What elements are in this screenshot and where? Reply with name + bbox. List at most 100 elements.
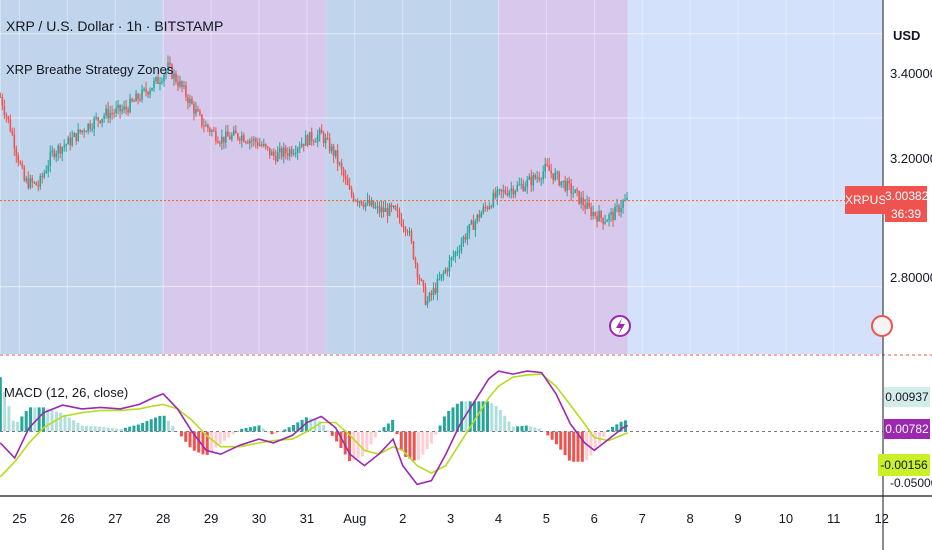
macd-indicator-label[interactable]: MACD (12, 26, close) [4, 385, 129, 400]
candle-body [458, 250, 461, 252]
histogram-bar [451, 407, 455, 432]
candle-body [430, 293, 433, 295]
signal-line-tag: -0.00156 [878, 454, 930, 476]
candle-body [460, 243, 463, 251]
histogram-bar [434, 431, 438, 435]
candle-body [350, 189, 353, 196]
candle-body [85, 131, 87, 133]
candle-body [598, 211, 600, 222]
candle-body [526, 179, 529, 187]
candle-body [320, 129, 323, 134]
histogram-bar [162, 415, 166, 432]
candle-body [348, 185, 351, 190]
histogram-bar [72, 420, 76, 432]
candle-body [266, 146, 269, 148]
histogram-bar [317, 421, 321, 432]
histogram-bar [175, 430, 179, 432]
candle-body [356, 200, 359, 203]
histogram-bar [485, 401, 489, 432]
histogram-bar [304, 417, 308, 432]
candle-body [39, 175, 42, 187]
time-tick: 25 [12, 511, 27, 526]
histogram-bar [244, 427, 248, 432]
currency-label[interactable]: USD [893, 28, 921, 43]
candle-body [308, 131, 311, 145]
time-tick: 29 [203, 511, 219, 526]
strategy-zones [0, 0, 883, 354]
candle-body [330, 146, 333, 152]
candle-body [600, 211, 602, 218]
candle-body [336, 150, 339, 164]
candle-body [306, 135, 309, 145]
candle-body [528, 176, 531, 180]
histogram-bar [546, 431, 550, 436]
macd-lines [0, 370, 883, 486]
histogram-bar [41, 407, 45, 432]
candle-body [65, 144, 68, 146]
candle-body [610, 212, 612, 215]
candle-body [288, 149, 291, 156]
candle-body [472, 220, 475, 230]
histogram-bar [589, 431, 593, 456]
candle-body [153, 80, 155, 88]
candle-body [173, 73, 175, 79]
histogram-bar [296, 422, 300, 432]
candle-body [358, 201, 361, 203]
candle-body [622, 200, 624, 208]
histogram-bar [360, 431, 364, 457]
candle-body [61, 147, 64, 154]
candle-body [390, 204, 393, 208]
candle-body [123, 106, 125, 110]
candle-body [59, 145, 62, 154]
histogram-bar [494, 405, 498, 432]
candle-body [436, 279, 439, 294]
histogram-bar [188, 431, 192, 448]
histogram-bar [516, 426, 520, 432]
grid-lines [19, 0, 883, 354]
candle-body [328, 138, 331, 152]
candle-body [113, 112, 115, 114]
histogram-bar [184, 431, 188, 442]
histogram-bar [365, 431, 369, 452]
histogram-bar [391, 419, 395, 432]
candle-body [558, 172, 560, 186]
candle-body [73, 133, 75, 138]
candle-body [312, 141, 315, 143]
histogram-bar [447, 411, 451, 432]
candle-body [207, 124, 209, 129]
candle-body [243, 135, 245, 142]
candle-body [95, 117, 97, 119]
candle-body [227, 131, 229, 137]
candle-body [276, 152, 279, 162]
candle-body [304, 135, 307, 146]
histogram-bar [326, 430, 330, 432]
histogram-bar [572, 431, 576, 462]
candle-body [424, 286, 427, 305]
candle-body [568, 180, 570, 184]
candle-body [406, 231, 409, 233]
candle-body [340, 163, 343, 170]
candle-body [374, 207, 377, 209]
candle-body [396, 209, 399, 212]
candle-body [179, 81, 181, 87]
candle-body [247, 141, 249, 144]
candle-body [532, 175, 535, 186]
candle-body [596, 215, 598, 222]
histogram-bar [580, 431, 584, 462]
histogram-bar [477, 401, 481, 432]
histogram-bar [404, 431, 408, 457]
candle-body [380, 207, 383, 213]
histogram-bar [16, 421, 20, 432]
histogram-bar [550, 431, 554, 440]
candle-body [163, 74, 165, 82]
candle-body [294, 152, 297, 154]
candle-body [63, 145, 66, 148]
histogram-bar [576, 431, 580, 462]
candle-body [9, 119, 12, 132]
candle-body [37, 185, 40, 187]
candle-body [560, 181, 562, 186]
histogram-bar [619, 421, 623, 432]
candle-body [484, 206, 487, 208]
candle-body [440, 274, 443, 279]
